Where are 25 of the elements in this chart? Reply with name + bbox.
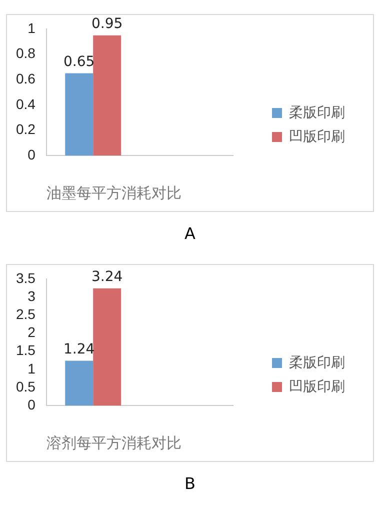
y-tick-label: 2.5 xyxy=(16,306,36,322)
data-label: 0.95 xyxy=(92,16,123,32)
y-tick-label: 0 xyxy=(28,396,36,412)
y-tick-label: 2 xyxy=(28,324,36,340)
text: A xyxy=(184,224,196,243)
y-tick-label: 0.2 xyxy=(16,121,36,138)
y-tick-label: 3 xyxy=(28,288,36,304)
y-tick-label: 0.4 xyxy=(16,96,36,112)
y-tick-label: 1 xyxy=(28,360,36,376)
y-tick-label: 1.5 xyxy=(16,342,36,358)
x-axis-title: 溶剂每平方消耗对比 xyxy=(46,434,182,452)
legend-label: 柔版印刷 xyxy=(289,355,345,371)
data-label: 3.24 xyxy=(92,269,123,286)
legend-label: 柔版印刷 xyxy=(289,105,345,121)
y-tick-label: 3.5 xyxy=(16,270,36,286)
y-tick-label: 0.5 xyxy=(16,378,36,394)
x-axis-title: 油墨每平方消耗对比 xyxy=(46,184,182,202)
y-tick-label: 1 xyxy=(28,20,36,36)
y-tick-label: 0.8 xyxy=(16,45,36,62)
y-tick-label: 0 xyxy=(28,146,36,162)
text: B xyxy=(184,474,196,493)
y-tick-label: 0.6 xyxy=(16,70,36,86)
legend-label: 凹版印刷 xyxy=(289,379,345,395)
legend-label: 凹版印刷 xyxy=(289,129,345,145)
data-label: 0.65 xyxy=(64,54,95,70)
